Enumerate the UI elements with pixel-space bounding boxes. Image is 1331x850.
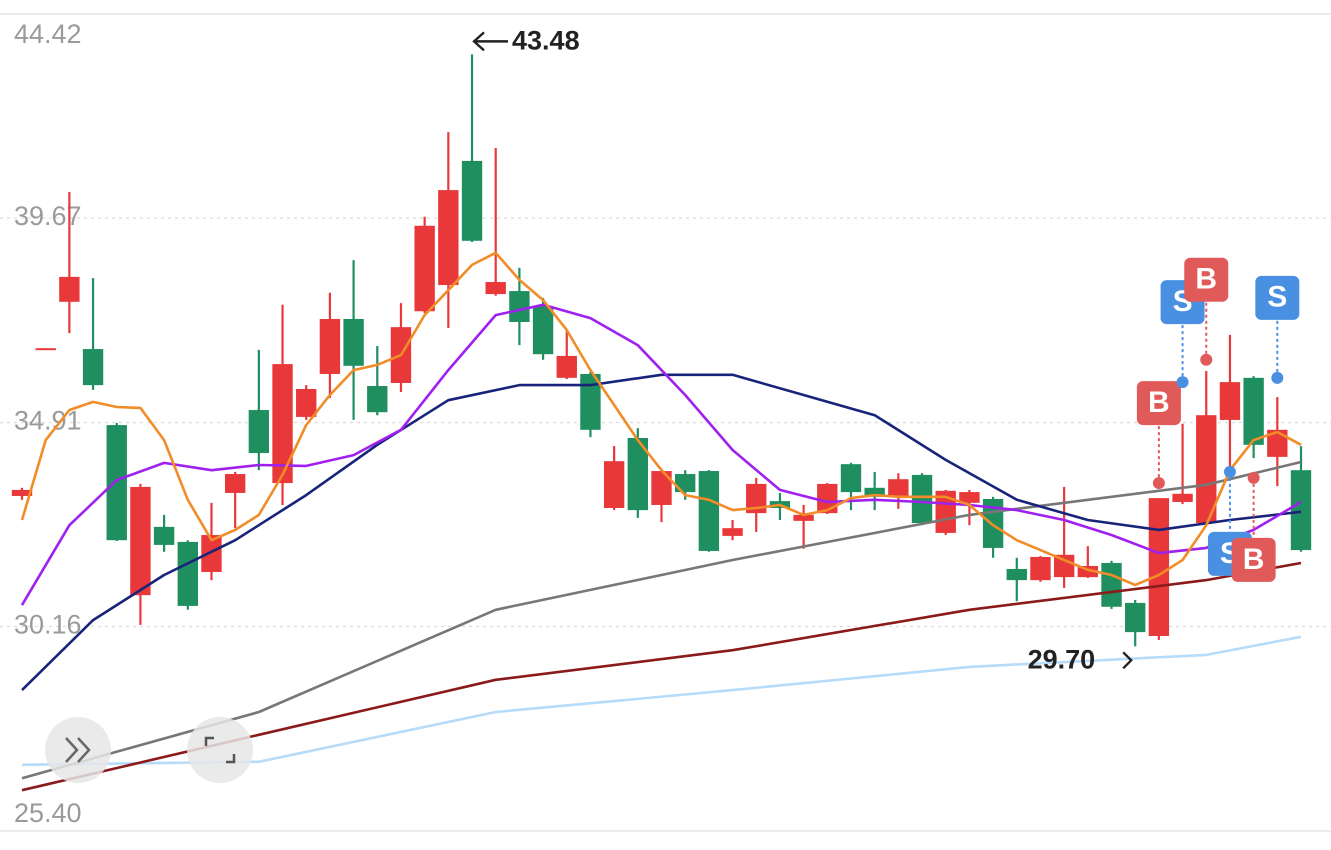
candle-body — [1030, 556, 1051, 581]
candle-body — [532, 306, 554, 355]
trade-label: B — [1148, 386, 1170, 419]
candle-body — [817, 483, 838, 514]
candle-body — [1077, 565, 1099, 578]
candle-body — [461, 160, 483, 241]
candle-body — [319, 318, 341, 374]
candle-body — [935, 490, 956, 533]
trade-label: S — [1267, 281, 1287, 314]
collapse-button[interactable] — [45, 717, 111, 783]
candle-body — [438, 190, 459, 286]
candle-body — [556, 355, 577, 378]
candle-body — [1053, 554, 1075, 578]
fullscreen-button[interactable] — [187, 717, 253, 783]
y-tick-label: 30.16 — [14, 610, 82, 640]
candle-body — [1267, 429, 1288, 457]
candle-body — [509, 291, 530, 322]
trade-badge — [1184, 257, 1229, 302]
candle-body — [1148, 498, 1170, 636]
candle-body — [11, 489, 33, 496]
candle-body — [367, 385, 388, 413]
candle-body — [153, 526, 175, 545]
candle-body — [1101, 562, 1122, 607]
candle-body — [1243, 377, 1264, 445]
trade-label: B — [1243, 543, 1265, 576]
candle-body — [722, 528, 743, 536]
annotation-label: 29.70 — [1028, 644, 1096, 674]
moving-average-line — [21, 635, 1302, 767]
candle-body — [746, 483, 767, 514]
moving-average-line — [21, 460, 1302, 780]
candle-body — [59, 276, 80, 302]
trade-label: B — [1195, 263, 1217, 296]
trade-dot — [1152, 477, 1165, 490]
trade-dot — [1200, 353, 1213, 366]
candle-body — [1006, 568, 1027, 581]
trade-dot — [1223, 465, 1236, 478]
trade-dot — [1247, 471, 1260, 484]
candle-body — [343, 318, 364, 366]
candle-body — [1219, 382, 1241, 420]
annotation-arrow — [472, 31, 509, 52]
candle-body — [675, 474, 696, 493]
trade-badge — [1255, 275, 1300, 320]
candle-body — [414, 225, 435, 312]
moving-average-line — [21, 561, 1302, 792]
candle-body — [1196, 415, 1217, 524]
candle-body — [130, 486, 151, 596]
trade-dot — [1271, 371, 1284, 384]
y-tick-label: 25.40 — [14, 798, 82, 828]
candle-body — [864, 487, 885, 497]
moving-average-line — [21, 373, 1302, 692]
y-tick-label: 44.42 — [14, 19, 82, 49]
candle-body — [82, 349, 104, 386]
candle-body — [485, 282, 506, 295]
candle-body — [1172, 493, 1193, 502]
candle-body — [201, 535, 222, 572]
candle-body — [35, 348, 56, 351]
candle-body — [580, 373, 601, 430]
candle-body — [603, 461, 625, 508]
candle-body — [1125, 602, 1146, 633]
candle-body — [272, 364, 293, 484]
candle-body — [959, 492, 980, 503]
trade-dot — [1176, 376, 1189, 389]
candle-body — [248, 410, 270, 453]
candle-body — [296, 388, 317, 417]
trade-badge — [1136, 381, 1181, 426]
candle-body — [911, 474, 933, 524]
moving-average-line — [20, 303, 1302, 606]
candle-body — [698, 471, 720, 551]
y-tick-label: 39.67 — [14, 201, 82, 231]
candle-body — [106, 425, 127, 541]
candle-body — [224, 474, 246, 493]
chart-controls — [45, 717, 253, 783]
candle-body — [888, 479, 909, 497]
candle-body — [793, 514, 814, 521]
candle-body — [651, 471, 672, 505]
candle-body — [840, 464, 862, 493]
candle-body — [1290, 470, 1312, 551]
moving-average-line — [20, 251, 1302, 587]
annotation-label: 43.48 — [512, 26, 580, 56]
annotation-arrow — [1122, 651, 1133, 670]
candle-body — [177, 541, 198, 606]
trade-badge — [1231, 537, 1276, 582]
candle-body — [627, 437, 648, 511]
